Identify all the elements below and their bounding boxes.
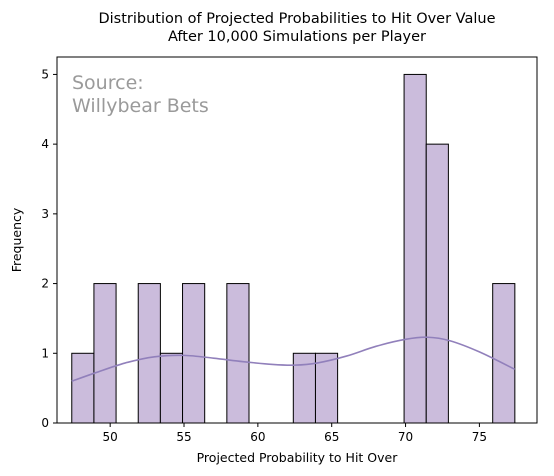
x-axis-label: Projected Probability to Hit Over (197, 450, 399, 465)
source-annotation-line: Source: (72, 72, 144, 94)
histogram-bar (314, 352, 339, 424)
histogram-bar (93, 283, 117, 424)
y-tick-label: 3 (41, 207, 49, 221)
histogram-bar (182, 283, 206, 424)
x-tick-label: 65 (324, 430, 339, 444)
chart-title-line: Distribution of Projected Probabilities … (98, 11, 495, 27)
histogram-bar (492, 283, 516, 424)
y-tick-label: 0 (41, 416, 49, 430)
x-axis-ticks: 50 55 60 65 70 75 (103, 423, 487, 444)
source-annotation: Source:Willybear Bets (72, 72, 209, 117)
plot-frame (56, 56, 538, 424)
histogram-bar (71, 352, 95, 424)
x-tick-label: 75 (472, 430, 487, 444)
y-tick-label: 4 (41, 137, 49, 151)
histogram-bars (71, 73, 516, 424)
histogram-bar (425, 143, 449, 424)
histogram-bar (159, 352, 184, 424)
x-tick-label: 60 (250, 430, 265, 444)
chart-title: Distribution of Projected Probabilities … (98, 11, 495, 45)
y-tick-label: 2 (41, 277, 49, 291)
y-axis-ticks: 0 1 2 3 4 5 (41, 67, 57, 430)
x-tick-label: 55 (176, 430, 191, 444)
y-axis-label: Frequency (9, 207, 24, 272)
y-tick-label: 1 (41, 346, 49, 360)
y-tick-label: 5 (41, 67, 49, 81)
histogram-bar (226, 283, 250, 424)
source-annotation-line: Willybear Bets (72, 95, 209, 117)
histogram-bar (403, 73, 427, 424)
histogram-bar (137, 283, 161, 424)
x-tick-label: 70 (398, 430, 413, 444)
kde-curve (71, 336, 516, 382)
x-tick-label: 50 (103, 430, 118, 444)
chart-title-line: After 10,000 Simulations per Player (168, 29, 426, 45)
